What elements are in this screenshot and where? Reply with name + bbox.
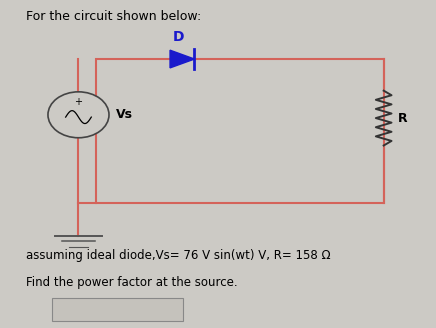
Bar (52, 298, 183, 321)
Text: assuming ideal diode,Vs= 76 V sin(wt) V, R= 158 Ω: assuming ideal diode,Vs= 76 V sin(wt) V,… (26, 249, 331, 262)
Text: +: + (75, 97, 82, 107)
Text: D: D (173, 30, 184, 44)
Text: For the circuit shown below:: For the circuit shown below: (26, 10, 201, 23)
Text: R: R (398, 112, 408, 125)
Circle shape (48, 92, 109, 138)
Text: Vs: Vs (116, 108, 133, 121)
Text: Find the power factor at the source.: Find the power factor at the source. (26, 276, 238, 289)
Polygon shape (170, 50, 194, 68)
Bar (96, 59, 384, 203)
